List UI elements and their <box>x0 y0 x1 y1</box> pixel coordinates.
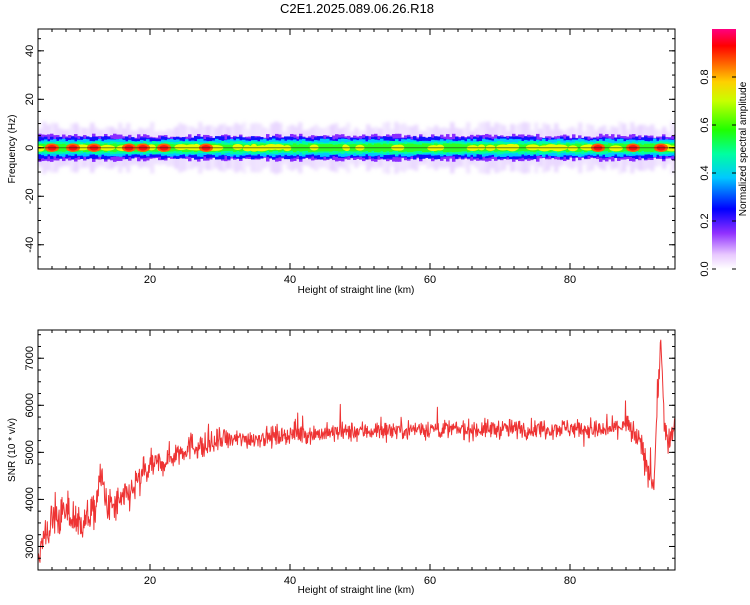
spectrogram-panel: 20 40 60 80 40 20 0 -20 -40 Height of straight l… <box>7 28 676 296</box>
band-peak <box>249 145 259 152</box>
band-peak <box>174 144 189 151</box>
snr-y-tick-label: 6000 <box>24 393 36 417</box>
snr-y-tick-label: 3000 <box>24 534 36 558</box>
snr-x-tick-label: 40 <box>284 575 296 587</box>
snr-background <box>38 330 675 570</box>
spectrogram-x-tick-label: 80 <box>564 274 576 286</box>
spectrogram-y-tick-label: 40 <box>24 45 36 57</box>
snr-x-tick-label: 60 <box>424 575 436 587</box>
colorbar-tick-label: 0.6 <box>699 117 711 132</box>
snr-y-axis-label: SNR (10 * v/v) <box>7 418 18 482</box>
band-core <box>38 133 675 162</box>
spectral-band <box>38 121 675 175</box>
snr-line <box>38 339 675 564</box>
band-peak <box>272 144 285 151</box>
band-peak <box>192 143 201 150</box>
spectrogram-y-tick-label: -20 <box>24 188 36 204</box>
spectrogram-x-tick-label: 40 <box>284 274 296 286</box>
spectrogram-x-axis-label: Height of straight line (km) <box>298 285 415 296</box>
band-peak <box>232 144 243 150</box>
colorbar: 0.0 0.2 0.4 0.6 0.8 Normalized spectral ampl… <box>699 29 749 277</box>
colorbar-label: Normalized spectral amplitude <box>738 81 749 216</box>
colorbar-gradient <box>712 29 736 269</box>
band-peak <box>38 145 45 152</box>
spectrogram-y-tick-label: 0 <box>24 145 36 151</box>
spectrogram-x-tick-label: 60 <box>424 274 436 286</box>
colorbar-ticks: 0.0 0.2 0.4 0.6 0.8 <box>699 69 736 277</box>
snr-panel: 20 40 60 80 3000 4000 5000 6000 7000 Height of s… <box>7 329 676 596</box>
band-peak <box>567 145 578 152</box>
snr-y-tick-label: 5000 <box>24 440 36 464</box>
spectrogram-y-axis-label: Frequency (Hz) <box>7 115 18 184</box>
chart-title: C2E1.2025.089.06.26.R18 <box>280 1 434 16</box>
snr-frame <box>37 329 676 571</box>
colorbar-tick-label: 0.2 <box>699 213 711 228</box>
colorbar-tick-label: 0.0 <box>699 261 711 276</box>
spectrogram-y-tick-label: -40 <box>24 237 36 253</box>
spectrogram-x-tick-label: 20 <box>144 274 156 286</box>
spectrogram-y-tick-label: 20 <box>24 93 36 105</box>
band-peak <box>609 145 623 152</box>
colorbar-tick-label: 0.8 <box>699 69 711 84</box>
colorbar-tick-label: 0.4 <box>699 165 711 180</box>
snr-y-tick-label: 7000 <box>24 346 36 370</box>
snr-y-tick-label: 4000 <box>24 487 36 511</box>
spectrogram-frame <box>37 28 676 270</box>
snr-series <box>38 339 675 564</box>
snr-axes: 20 40 60 80 3000 4000 5000 6000 7000 <box>24 330 675 587</box>
band-peak <box>544 144 559 151</box>
snr-x-tick-label: 80 <box>564 575 576 587</box>
snr-x-axis-label: Height of straight line (km) <box>298 585 415 596</box>
snr-x-tick-label: 20 <box>144 575 156 587</box>
band-peak <box>512 144 520 151</box>
